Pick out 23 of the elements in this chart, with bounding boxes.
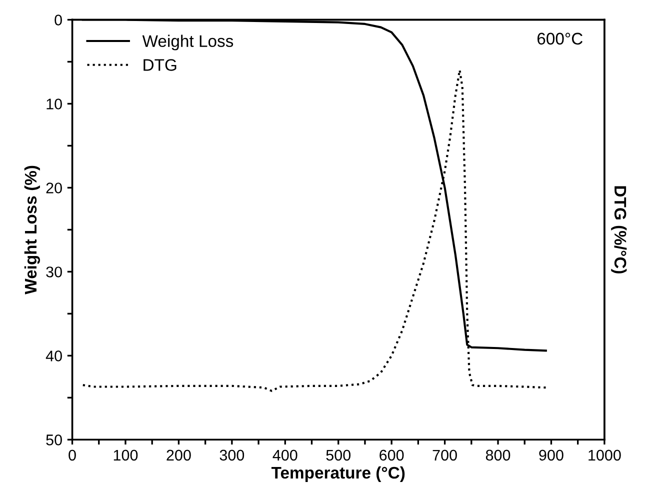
x-tick-label: 200: [166, 450, 191, 461]
x-tick-label: 600: [380, 450, 404, 461]
x-tick-label: 400: [272, 450, 298, 461]
y-tick-label: 0: [54, 14, 62, 26]
legend-label: Weight Loss: [142, 34, 234, 50]
legend-label: DTG: [144, 59, 176, 71]
x-tick-label: 300: [220, 450, 244, 461]
x-tick-label: 700: [432, 450, 457, 461]
x-tick-label: 500: [326, 450, 351, 461]
x-tick-label: 100: [114, 450, 138, 461]
y-tick-label: 20: [46, 182, 62, 194]
x-tick-label: 900: [539, 450, 564, 461]
y-tick-label: 50: [46, 434, 62, 446]
x-axis-title: Temperature (°C): [271, 466, 405, 482]
annotation: 600°C: [537, 32, 583, 45]
y-axis-title: Weight Loss (%): [24, 166, 40, 294]
y-tick-label: 30: [46, 266, 62, 278]
y-tick-label: 10: [46, 98, 62, 110]
y2-axis-title: DTG (%/°C): [611, 186, 627, 274]
y-tick-label: 40: [46, 350, 62, 362]
x-tick-label: 1000: [588, 450, 621, 461]
x-tick-label: 800: [486, 450, 510, 461]
x-tick-label: 0: [68, 450, 76, 461]
